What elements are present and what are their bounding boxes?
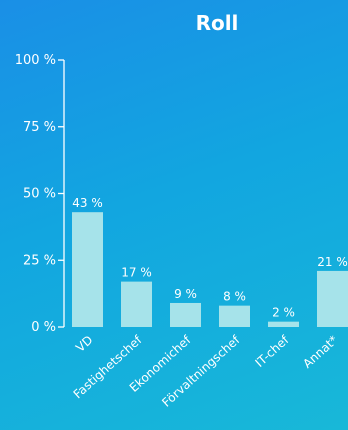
y-tick-label: 100 % [15, 53, 56, 68]
y-axis-ticks: 0 % 25 % 50 % 75 % 100 % [15, 53, 64, 335]
chart-title: Roll [196, 11, 239, 35]
data-label: 2 % [272, 306, 295, 320]
bar [121, 281, 152, 327]
data-label: 8 % [223, 290, 246, 304]
bars [72, 212, 348, 327]
data-label: 21 % [317, 255, 348, 269]
data-labels: 43 % 17 % 9 % 8 % 2 % 21 % [72, 196, 348, 319]
y-tick-label: 0 % [31, 320, 56, 335]
data-label: 43 % [72, 196, 103, 210]
y-tick-label: 25 % [23, 253, 56, 268]
data-label: 9 % [174, 287, 197, 301]
bar [219, 305, 250, 327]
bar [72, 212, 103, 327]
category-label: VD [73, 333, 95, 355]
y-tick-label: 50 % [23, 187, 56, 202]
category-label: Annat* [300, 333, 340, 371]
y-tick-label: 75 % [23, 120, 56, 135]
bar [317, 270, 348, 327]
data-label: 17 % [121, 266, 152, 280]
category-labels: VDFastighetschefEkonomichefFörvaltningsc… [71, 332, 341, 409]
bar [268, 321, 299, 327]
bar [170, 302, 201, 327]
category-label: IT-chef [252, 332, 292, 370]
